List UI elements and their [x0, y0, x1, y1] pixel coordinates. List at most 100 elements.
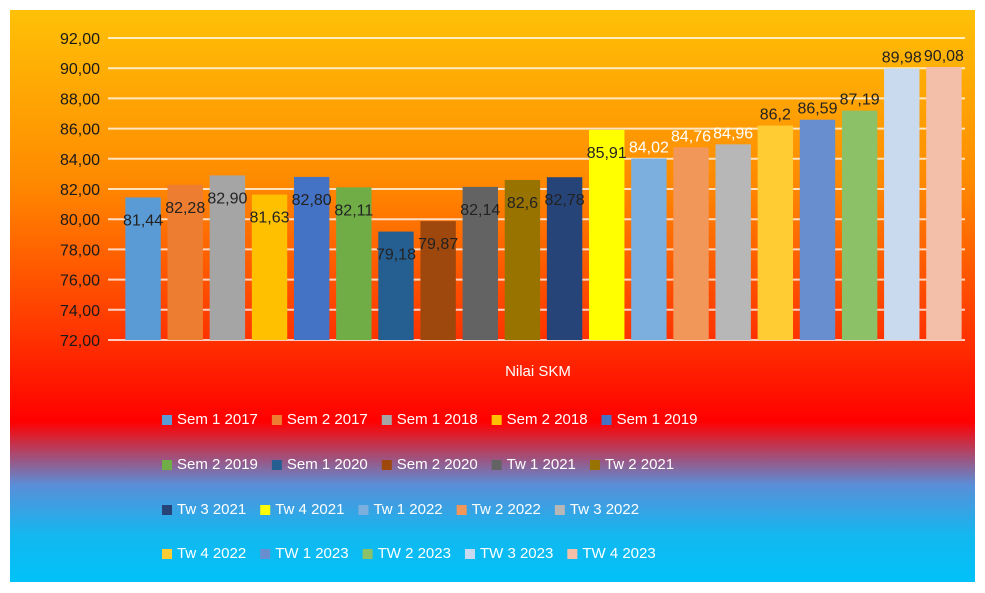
y-tick-label: 80,00 [60, 212, 100, 229]
legend-swatch [456, 505, 467, 515]
bar [167, 184, 203, 340]
legend-item: Sem 1 2017 [162, 411, 258, 428]
legend-label: Tw 1 2021 [507, 456, 576, 473]
legend-label: Sem 1 2019 [617, 411, 698, 428]
y-tick-label: 88,00 [60, 91, 100, 108]
bar [884, 68, 920, 340]
data-label: 84,76 [671, 128, 711, 145]
legend-swatch [271, 415, 282, 425]
legend-item: Sem 2 2018 [491, 411, 588, 428]
bar [251, 194, 288, 340]
data-label: 82,28 [165, 200, 205, 217]
bar [926, 66, 962, 340]
legend-label: Tw 2 2022 [472, 501, 541, 518]
legend-item: Tw 1 2021 [491, 456, 576, 473]
bar [673, 147, 709, 340]
data-label: 79,87 [418, 236, 458, 253]
legend-label: Sem 2 2020 [397, 456, 478, 473]
bar [631, 158, 667, 340]
data-label: 82,11 [334, 202, 373, 219]
data-label: 89,98 [882, 50, 922, 67]
x-axis-label: Nilai SKM [505, 363, 571, 380]
y-axis: 72,00 74,00 76,00 78,00 80,00 82,00 84,00 86,00… [60, 31, 100, 350]
legend-swatch [260, 505, 271, 515]
data-label: 79,18 [376, 247, 416, 264]
legend-label: Sem 1 2017 [177, 411, 258, 428]
data-label: 86,59 [797, 101, 837, 118]
data-label: 84,96 [713, 125, 753, 142]
legend-item: Tw 3 2021 [162, 501, 246, 518]
y-tick-label: 76,00 [60, 273, 100, 290]
legend-label: Sem 2 2019 [177, 456, 258, 473]
bar [757, 125, 794, 340]
legend-swatch [362, 549, 373, 559]
y-tick-label: 78,00 [60, 242, 100, 259]
legend-swatch [589, 460, 600, 470]
y-tick-label: 86,00 [60, 122, 100, 139]
bar [799, 119, 836, 340]
data-label: 81,63 [250, 210, 290, 227]
y-tick-label: 90,00 [60, 61, 100, 78]
legend-swatch [271, 460, 282, 470]
legend-label: Tw 3 2021 [177, 501, 246, 518]
legend-label: TW 2 2023 [378, 545, 451, 562]
legend-swatch [358, 505, 369, 515]
legend-item: Sem 2 2017 [271, 411, 368, 428]
legend-swatch [162, 505, 172, 515]
legend-label: TW 1 2023 [275, 545, 348, 562]
y-tick-label: 82,00 [60, 182, 100, 199]
legend: Sem 1 2017 Sem 2 2017 Sem 1 2018 Sem 2 2018… [162, 411, 697, 562]
legend-swatch [491, 460, 502, 470]
legend-label: Sem 2 2017 [287, 411, 368, 428]
legend-swatch [464, 549, 475, 559]
legend-label: TW 4 2023 [582, 545, 655, 562]
legend-item: TW 4 2023 [567, 545, 656, 562]
data-label: 82,6 [507, 195, 538, 212]
legend-item: Sem 2 2020 [381, 456, 478, 473]
legend-item: TW 1 2023 [260, 545, 349, 562]
bar [546, 177, 583, 340]
y-tick-label: 74,00 [60, 303, 100, 320]
bar [209, 175, 246, 340]
legend-label: Tw 4 2021 [275, 501, 344, 518]
legend-swatch [554, 505, 565, 515]
bar [715, 144, 751, 340]
legend-swatch [381, 460, 392, 470]
legend-label: Sem 2 2018 [507, 411, 588, 428]
y-tick-label: 72,00 [60, 333, 100, 350]
legend-swatch [567, 549, 578, 559]
legend-swatch [381, 415, 392, 425]
legend-item: Sem 2 2019 [162, 456, 258, 473]
legend-item: Tw 3 2022 [554, 501, 639, 518]
bar [293, 176, 330, 340]
legend-swatch [260, 549, 271, 559]
legend-label: Sem 1 2020 [287, 456, 368, 473]
legend-item: Tw 4 2021 [260, 501, 344, 518]
data-label: 82,78 [545, 192, 585, 209]
data-label: 87,19 [840, 92, 880, 109]
bar [378, 231, 414, 340]
data-label: 90,08 [924, 48, 964, 65]
legend-label: Sem 1 2018 [397, 411, 478, 428]
data-label: 82,80 [292, 192, 332, 209]
y-tick-label: 84,00 [60, 152, 100, 169]
bar [841, 110, 878, 340]
legend-item: Sem 1 2018 [381, 411, 478, 428]
data-label: 82,90 [207, 190, 247, 207]
data-label: 81,44 [123, 212, 163, 229]
legend-label: Tw 4 2022 [177, 545, 246, 562]
legend-item: TW 3 2023 [464, 545, 553, 562]
bar [504, 179, 541, 340]
data-label: 82,14 [460, 202, 500, 219]
bar [589, 129, 625, 340]
data-label: 85,91 [587, 145, 627, 162]
legend-label: Tw 3 2022 [570, 501, 639, 518]
legend-label: Tw 1 2022 [373, 501, 442, 518]
bar [420, 221, 456, 340]
bar [462, 186, 498, 340]
bar [336, 187, 372, 340]
bar [125, 197, 161, 340]
legend-item: Tw 4 2022 [162, 545, 246, 562]
